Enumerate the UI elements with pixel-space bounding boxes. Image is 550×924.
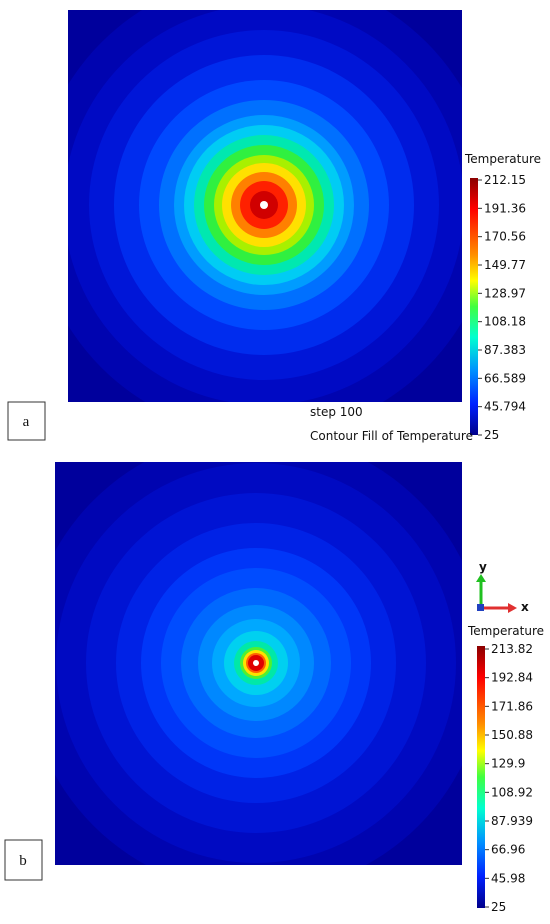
tick-label: 108.18 xyxy=(484,315,526,329)
color-bar xyxy=(477,646,485,908)
tick-label: 149.77 xyxy=(484,258,526,272)
tick-label: 66.589 xyxy=(484,371,526,385)
tick-label: 87.383 xyxy=(484,343,526,357)
tick-label: 45.794 xyxy=(484,400,526,414)
tick-label: 108.92 xyxy=(491,785,533,799)
tick-label: 129.9 xyxy=(491,757,525,771)
axis-triad: y x xyxy=(476,560,529,614)
panel-label: b xyxy=(19,853,27,869)
contour-band xyxy=(253,660,259,666)
tick-label: 87.939 xyxy=(491,814,533,828)
tick-label: 191.36 xyxy=(484,201,526,215)
panel-label: a xyxy=(23,414,30,430)
step-label: step 100 xyxy=(310,405,363,419)
tick-label: 212.15 xyxy=(484,173,526,187)
tick-label: 213.82 xyxy=(491,642,533,656)
tick-label: 25 xyxy=(491,900,506,914)
tick-label: 25 xyxy=(484,428,499,442)
color-bar xyxy=(470,178,478,435)
legend-title: Temperature xyxy=(467,624,544,638)
axis-label: x xyxy=(521,600,529,614)
contour-band xyxy=(260,201,268,209)
caption: Contour Fill of Temperature xyxy=(310,429,473,443)
axis-label: y xyxy=(479,560,487,574)
contour-plot xyxy=(68,10,462,402)
tick-label: 171.86 xyxy=(491,699,533,713)
tick-label: 192.84 xyxy=(491,671,533,685)
tick-label: 66.96 xyxy=(491,843,525,857)
tick-label: 170.56 xyxy=(484,230,526,244)
panel-label-box xyxy=(7,401,46,441)
contour-plot xyxy=(55,462,462,865)
tick-label: 45.98 xyxy=(491,871,525,885)
panel-label-box xyxy=(4,839,43,881)
legend-title: Temperature xyxy=(464,152,541,166)
tick-label: 150.88 xyxy=(491,728,533,742)
tick-label: 128.97 xyxy=(484,286,526,300)
